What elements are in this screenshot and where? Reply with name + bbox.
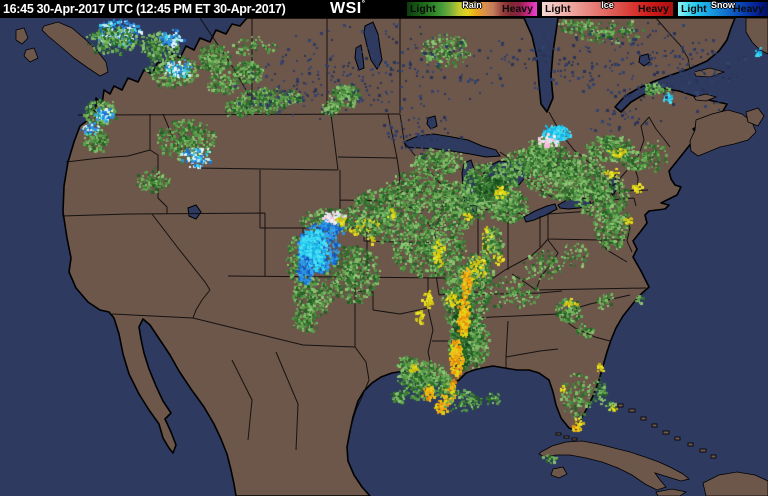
legend-ice-light-label: Light bbox=[545, 3, 571, 15]
legend-ice-title: Ice bbox=[601, 0, 614, 10]
legend-ice-gradient bbox=[542, 2, 673, 16]
legend-snow-heavy-label: Heavy bbox=[733, 3, 764, 15]
legend-rain-light-label: Light bbox=[410, 3, 436, 15]
wsi-logo: WSI° bbox=[330, 0, 366, 17]
legend-snow: Snow Light Heavy bbox=[678, 0, 768, 16]
legend-ice: Ice Light Heavy bbox=[542, 0, 673, 16]
legend-rain-gradient bbox=[407, 2, 537, 16]
legend-ice-heavy-label: Heavy bbox=[638, 3, 669, 15]
timestamp-text: 16:45 30-Apr-2017 UTC (12:45 PM ET 30-Ap… bbox=[3, 2, 286, 16]
legend-rain-title: Rain bbox=[462, 0, 482, 10]
legend-rain-heavy-label: Heavy bbox=[502, 3, 533, 15]
header-bar: 16:45 30-Apr-2017 UTC (12:45 PM ET 30-Ap… bbox=[0, 0, 768, 18]
legend-rain: Rain Light Heavy bbox=[407, 0, 537, 16]
legend-snow-title: Snow bbox=[711, 0, 735, 10]
wsi-logo-mark: ° bbox=[361, 0, 366, 8]
legend-snow-gradient bbox=[678, 2, 768, 16]
legend-snow-light-label: Light bbox=[681, 3, 707, 15]
